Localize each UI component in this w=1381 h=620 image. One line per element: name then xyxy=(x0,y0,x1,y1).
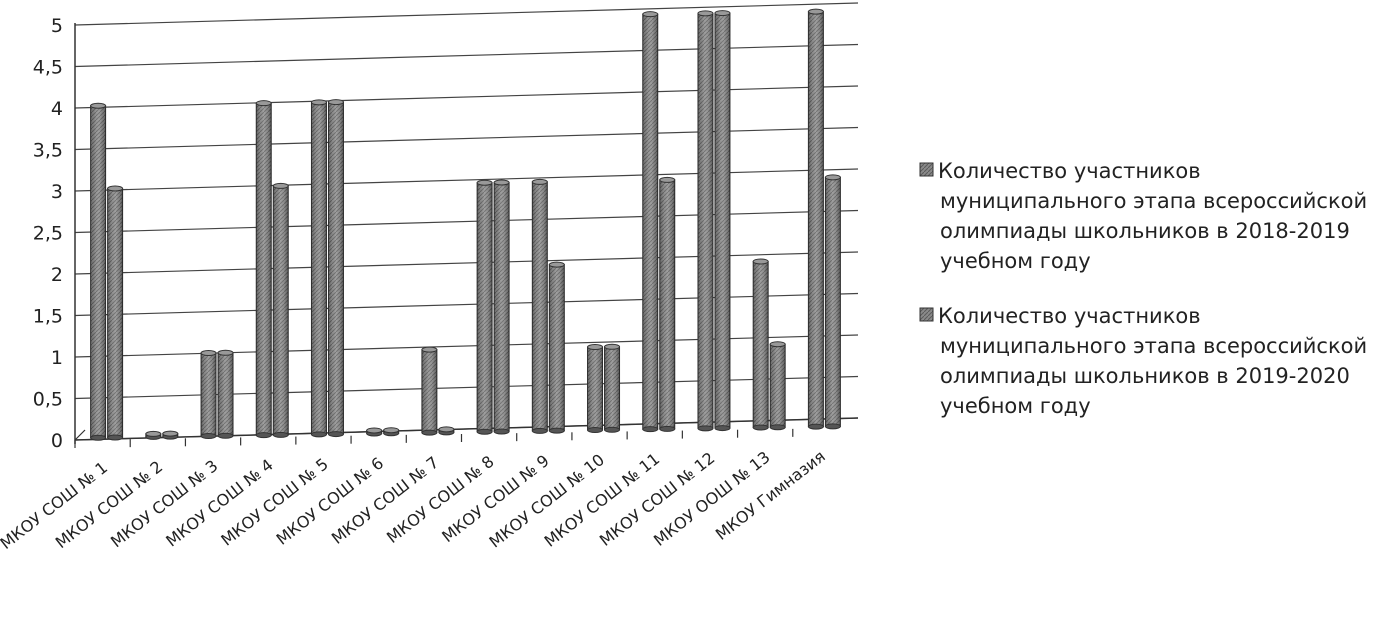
bar-1 xyxy=(752,258,769,431)
y-tick-label: 3 xyxy=(51,181,63,203)
gridline xyxy=(74,126,859,151)
bar-1 xyxy=(697,10,714,432)
legend-entry: Количество участников муниципального этап… xyxy=(938,304,1367,418)
bar-1 xyxy=(587,344,604,434)
bar-1 xyxy=(642,11,659,433)
bar-2 xyxy=(107,185,124,441)
y-tick-label: 4,5 xyxy=(33,57,63,79)
legend-swatch xyxy=(919,162,934,177)
grid xyxy=(74,2,859,441)
gridline xyxy=(74,375,859,400)
bar-2 xyxy=(769,341,786,431)
bar-1 xyxy=(421,346,438,436)
gridline xyxy=(74,168,859,192)
bar-1 xyxy=(255,100,272,439)
bar-2 xyxy=(327,99,344,438)
gridline xyxy=(74,85,859,109)
gridline xyxy=(74,334,859,358)
bar-2 xyxy=(438,426,455,436)
y-tick-label: 2 xyxy=(51,264,63,286)
y-tick-label: 1 xyxy=(51,347,63,369)
bar-1 xyxy=(531,178,548,434)
bar-2 xyxy=(604,343,621,433)
x-axis xyxy=(74,417,859,441)
gridline xyxy=(74,209,859,234)
bar-2 xyxy=(162,430,179,440)
bar-1 xyxy=(200,350,217,440)
y-tick-label: 5 xyxy=(51,15,63,37)
bar-1 xyxy=(90,102,107,441)
legend: Количество участников муниципального этап… xyxy=(919,159,1367,418)
bar-2 xyxy=(272,182,289,438)
bars xyxy=(90,8,841,441)
y-tick-label: 4 xyxy=(51,98,63,120)
y-tick-label: 1,5 xyxy=(33,306,63,328)
bar-2 xyxy=(493,179,510,435)
y-tick-label: 0 xyxy=(51,430,63,452)
bar-2 xyxy=(548,261,565,434)
gridline xyxy=(74,292,859,317)
bar-2 xyxy=(217,349,234,439)
legend-entry: Количество участников муниципального этап… xyxy=(938,159,1367,273)
y-tick-label: 3,5 xyxy=(33,140,63,162)
bar-2 xyxy=(714,10,731,432)
y-tick-label: 2,5 xyxy=(33,223,63,245)
bar-2 xyxy=(659,176,676,432)
gridline xyxy=(74,2,859,26)
gridline xyxy=(74,43,859,68)
floor-edge xyxy=(74,429,86,441)
y-tick-label: 0,5 xyxy=(33,389,63,411)
legend-swatch xyxy=(919,307,934,322)
bar-2 xyxy=(824,174,841,430)
bar-1 xyxy=(145,430,162,440)
bar-1 xyxy=(366,427,383,437)
gridline xyxy=(74,251,859,275)
axes xyxy=(74,23,859,448)
bar-1 xyxy=(476,179,493,435)
bar-1 xyxy=(807,8,824,430)
bar-1 xyxy=(310,99,327,438)
bar-2 xyxy=(383,427,400,437)
